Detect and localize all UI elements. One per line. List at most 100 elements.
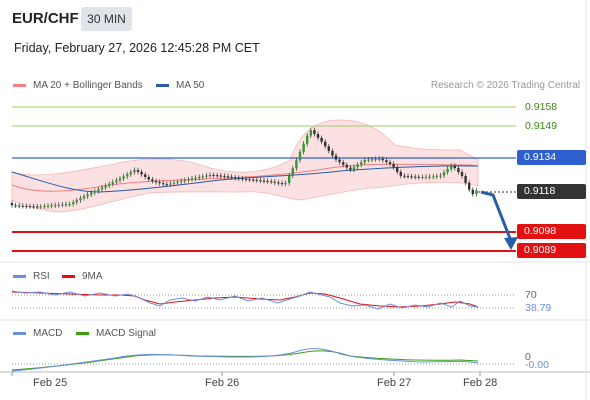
candle-body <box>54 205 57 207</box>
candle-body <box>428 176 431 178</box>
candle-body <box>442 172 446 176</box>
candle-body <box>439 175 442 177</box>
candle-body <box>446 169 449 173</box>
candle-body <box>298 151 302 161</box>
candle-body <box>388 162 392 164</box>
candle-body <box>284 182 287 184</box>
candle-body <box>122 176 125 179</box>
rsi-value-label: 38.79 <box>525 302 552 314</box>
candle-body <box>338 159 341 163</box>
resistance1-label: 0.9149 <box>525 120 558 132</box>
candle-body <box>378 158 381 160</box>
candle-body <box>10 203 14 206</box>
candle-body <box>32 206 35 208</box>
candle-body <box>349 167 352 170</box>
datetime-label: Friday, February 27, 2026 12:45:28 PM CE… <box>14 41 260 55</box>
candle-body <box>219 175 222 177</box>
candles <box>10 127 478 210</box>
candle-body <box>151 179 154 181</box>
candle-body <box>406 176 410 178</box>
rsi-swatch <box>13 275 26 278</box>
candle-body <box>14 205 17 207</box>
candle-body <box>57 204 60 206</box>
candle-body <box>313 130 316 135</box>
legend-rsi: RSI <box>13 271 50 282</box>
candle-body <box>331 150 334 156</box>
candle-body <box>234 177 237 179</box>
copyright-text: Research © 2026 Trading Central <box>430 80 580 91</box>
arrow-head <box>504 237 518 250</box>
candle-body <box>133 170 136 173</box>
bollinger-label: MA 20 + Bollinger Bands <box>33 80 143 91</box>
candle-body <box>216 175 219 177</box>
legend-ma50: MA 50 <box>156 80 204 91</box>
ma50-label: MA 50 <box>176 80 205 91</box>
candle-body <box>158 182 161 184</box>
macd-signal-label: MACD Signal <box>96 328 157 339</box>
candle-body <box>100 187 104 190</box>
candle-body <box>345 164 348 168</box>
candle-body <box>392 163 395 168</box>
candle-body <box>201 176 204 178</box>
macd-signal-line <box>11 350 479 371</box>
candle-body <box>111 182 114 184</box>
candle-body <box>90 192 93 195</box>
candle-body <box>421 177 424 179</box>
candle-body <box>93 190 96 193</box>
candle-body <box>180 180 183 182</box>
9ma-swatch <box>62 275 75 278</box>
ma50-swatch <box>156 84 169 87</box>
x-label-feb28: Feb 28 <box>463 377 498 389</box>
x-label-feb27: Feb 27 <box>377 377 412 389</box>
candle-body <box>154 180 158 183</box>
candle-body <box>140 171 143 175</box>
candle-body <box>381 158 384 161</box>
candle-body <box>25 206 28 208</box>
candle-body <box>342 162 345 165</box>
candle-body <box>176 181 179 183</box>
candle-body <box>43 206 46 208</box>
candle-body <box>370 159 374 161</box>
support1-tag: 0.9098 <box>517 224 586 239</box>
rsi-label: RSI <box>33 271 50 282</box>
candle-body <box>97 189 100 191</box>
candle-body <box>432 176 435 178</box>
macd-level-label: 0 <box>525 351 531 363</box>
candle-body <box>252 179 255 181</box>
macd-label: MACD <box>33 328 63 339</box>
candle-body <box>262 180 266 182</box>
candle-body <box>169 183 172 185</box>
ma20-line <box>11 163 479 192</box>
candle-body <box>248 179 251 181</box>
macd-line <box>11 348 479 372</box>
candle-body <box>352 167 356 170</box>
candle-body <box>86 194 89 197</box>
candle-body <box>50 205 53 207</box>
legend-9ma: 9MA <box>62 271 103 282</box>
candle-body <box>190 178 194 180</box>
timeframe-button[interactable]: 30 MIN <box>81 7 132 31</box>
candle-body <box>270 181 273 183</box>
candle-body <box>194 177 197 179</box>
candle-body <box>471 189 474 195</box>
candle-body <box>244 178 248 180</box>
candle-body <box>453 165 456 169</box>
support2-tag: 0.9089 <box>517 243 586 258</box>
candle-body <box>28 206 32 208</box>
candle-body <box>460 172 464 177</box>
bollinger-band <box>11 119 479 213</box>
candle-body <box>226 176 230 178</box>
candle-body <box>212 174 215 176</box>
candle-body <box>18 205 21 207</box>
resistance2-label: 0.9158 <box>525 101 558 113</box>
candle-body <box>396 167 399 172</box>
candle-body <box>115 180 118 183</box>
candle-body <box>126 174 129 177</box>
candle-body <box>291 168 294 176</box>
candle-body <box>363 160 366 163</box>
symbol-title: EUR/CHF <box>12 10 79 27</box>
candle-body <box>147 176 150 180</box>
candle-body <box>273 181 276 183</box>
candle-body <box>320 137 323 142</box>
